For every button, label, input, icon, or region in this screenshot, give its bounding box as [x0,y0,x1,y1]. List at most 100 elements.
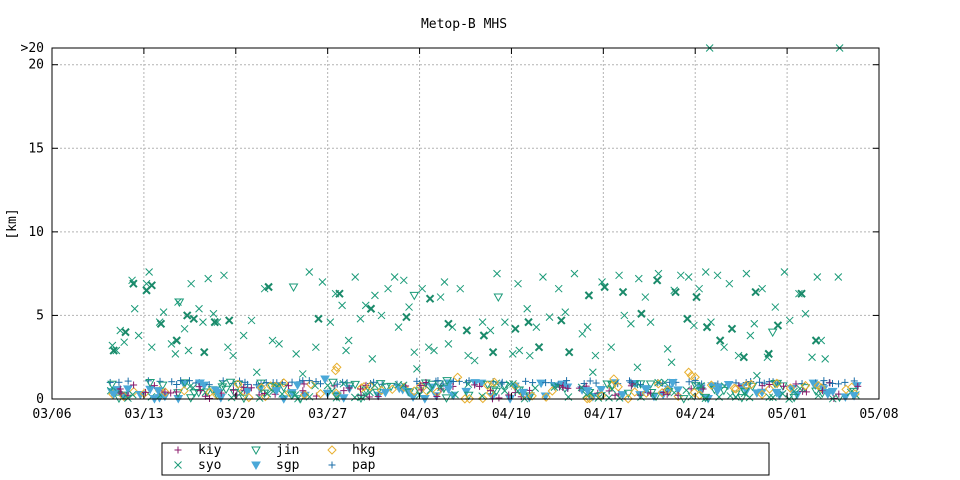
syo_bold-point [183,311,192,320]
syo_bold-point [764,349,773,359]
syo-point [204,274,213,283]
band-point [802,388,810,396]
syo-point [654,269,663,278]
syo-point [184,346,193,355]
syo-point [771,303,780,311]
band-point [315,389,326,399]
band-point [740,389,749,398]
syo_bold-point [797,289,806,298]
syo-point [750,319,759,328]
syo-point [298,370,307,378]
jin-point [645,380,656,389]
syo-point [523,304,532,313]
kiy-point [559,383,567,391]
legend-marker-sgp [251,461,261,471]
syo-point [676,271,685,280]
pap-point [820,377,828,385]
syo-point [588,368,597,377]
syo-point [424,343,433,352]
syo-point [405,303,413,311]
band-point [785,383,796,393]
band-point [262,379,270,387]
sgp-point [641,385,652,394]
syo-point [338,301,346,310]
band-point [790,387,798,396]
band-point [586,377,594,385]
kiy-point [699,385,707,393]
band-point [747,382,758,392]
syo-point [570,269,579,278]
syo-point [684,273,693,281]
band-point [279,378,289,388]
kiy-point [196,387,204,395]
syo-point [720,343,728,352]
syo_bold-point [129,279,138,288]
syo-point [199,318,207,326]
syo-point [318,278,327,286]
band-point [286,391,297,401]
syo-point [394,323,403,331]
syo-point [785,316,794,325]
syo-point [384,284,392,293]
sgp-point [518,388,529,398]
syo_bold-point [366,304,376,313]
syo_bold-point [189,314,198,323]
y-axis-label: [km] [5,208,20,239]
band-point [278,383,289,393]
syo-point [646,318,655,326]
band-point [333,380,341,388]
band-point [737,394,747,403]
sgp-point [108,390,119,399]
y-tick-label: 5 [36,308,44,323]
band-point [292,381,303,390]
pap-point [756,378,764,386]
band-point [361,391,370,400]
syo-point [620,311,629,320]
syo-point [746,331,755,340]
syo-point [801,309,810,318]
syo-point [634,274,643,283]
x-tick-label: 03/27 [308,407,347,422]
band-point [596,385,607,395]
y-tick-label: 10 [28,225,44,240]
syo-point [120,338,129,347]
band-point [464,394,475,404]
syo_bold-point [335,289,344,298]
band-point [623,394,633,404]
syo-point [311,343,320,352]
band-point [663,388,674,397]
pap-point [498,378,506,386]
band-point [689,387,699,398]
syo_bold-point [147,281,156,290]
syo-point [525,351,534,360]
syo-point [361,301,370,310]
syo-point [641,293,650,301]
band-point [814,391,823,400]
band-point [531,384,540,392]
band-point [772,378,782,389]
syo_bold-point [314,314,323,323]
syo-point [578,329,587,338]
band-point [495,394,503,402]
band-point [135,390,146,400]
band-point [623,389,634,399]
band-point [464,380,473,389]
kiy-point [417,382,425,390]
band-point [167,389,175,397]
band-point [526,386,534,394]
band-point [584,393,595,404]
syo-point [690,321,698,330]
syo-point [501,318,509,326]
band-point [145,378,156,388]
band-point [478,392,487,400]
syo-point [159,308,168,316]
syo_bold-point [479,331,489,340]
syo-point [371,291,379,300]
syo_bold-point [702,322,712,332]
syo-point [351,273,360,281]
band-point [522,377,530,385]
band-point [701,394,710,403]
band-point [172,388,180,396]
band-point [372,388,382,398]
hkg-point [489,377,500,387]
